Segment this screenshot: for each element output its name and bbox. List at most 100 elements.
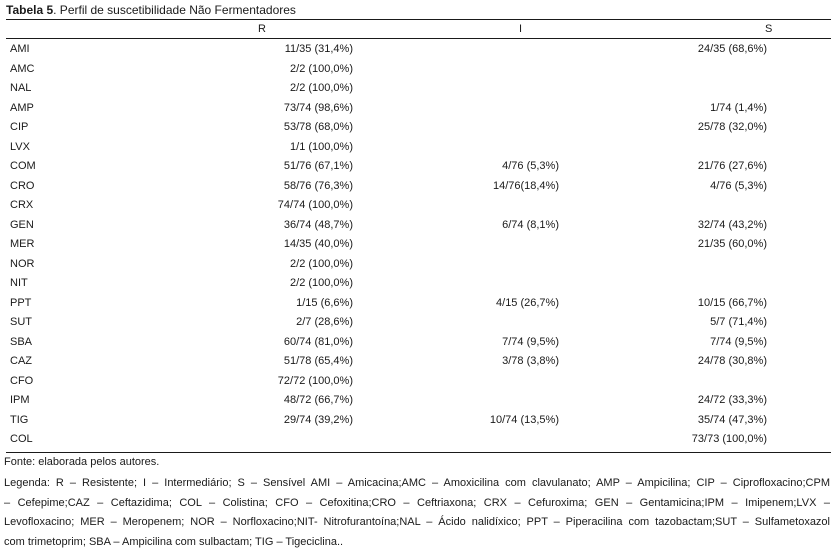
top-rule [6,19,831,20]
table-row: TIG 29/74 (39,2%) 10/74 (13,5%) 35/74 (47,3… [6,411,831,431]
antibiotic-cell: MER [10,238,35,250]
table-row: SBA 60/74 (81,0%) 7/74 (9,5%) 7/74 (9,5%) [6,333,831,353]
table-row: AMC 2/2 (100,0%) [6,60,831,80]
header-s: S [765,23,773,35]
resistant-cell: 53/78 (68,0%) [283,121,353,133]
sensitive-cell: 5/7 (71,4%) [710,316,767,328]
table-row: NOR 2/2 (100,0%) [6,255,831,275]
antibiotic-cell: AMC [10,62,35,75]
antibiotic-cell: COL [10,433,33,445]
table-row: COM 51/76 (67,1%) 4/76 (5,3%) 21/76 (27,6%) [6,157,831,177]
table-row: AMP 73/74 (98,6%) 1/74 (1,4%) [6,99,831,119]
table-row: CRO 58/76 (76,3%) 14/76(18,4%) 4/76 (5,3%) [6,177,831,197]
table-row: CAZ 51/78 (65,4%) 3/78 (3,8%) 24/78 (30,8%) [6,352,831,372]
table-row: NAL 2/2 (100,0%) [6,79,831,99]
table-row: CIP 53/78 (68,0%) 25/78 (32,0%) [6,118,831,138]
intermediate-cell: 6/74 (8,1%) [502,218,559,231]
resistant-cell: 14/35 (40,0%) [283,238,353,250]
resistant-cell: 1/15 (6,6%) [296,296,353,309]
sensitive-cell: 24/72 (33,3%) [697,394,767,406]
table-source: Fonte: elaborada pelos autores. [4,456,160,468]
sensitive-cell: 4/76 (5,3%) [710,179,767,192]
header-i: I [519,23,523,35]
resistant-cell: 2/7 (28,6%) [296,316,353,328]
resistant-cell: 36/74 (48,7%) [283,218,353,231]
sensitive-cell: 24/78 (30,8%) [697,355,767,367]
resistant-cell: 2/2 (100,0%) [290,277,353,289]
resistant-cell: 29/74 (39,2%) [283,413,353,426]
antibiotic-cell: SBA [10,335,33,348]
resistant-cell: 73/74 (98,6%) [283,101,353,114]
table-label: Tabela 5 [6,3,54,17]
table-row: SUT 2/7 (28,6%) 5/7 (71,4%) [6,313,831,333]
resistant-cell: 1/1 (100,0%) [290,140,353,153]
antibiotic-cell: AMI [10,43,30,55]
antibiotic-cell: CRX [10,199,34,211]
intermediate-cell: 4/76 (5,3%) [502,160,559,172]
antibiotic-cell: LVX [10,140,30,153]
table-row: CRX 74/74 (100,0%) [6,196,831,216]
sensitive-cell: 1/74 (1,4%) [710,101,767,114]
resistant-cell: 51/76 (67,1%) [283,160,353,172]
intermediate-cell: 7/74 (9,5%) [502,335,559,348]
table-row: LVX 1/1 (100,0%) [6,138,831,158]
sensitive-cell: 21/76 (27,6%) [697,160,767,172]
intermediate-cell: 4/15 (26,7%) [496,296,559,309]
table-row: PPT 1/15 (6,6%) 4/15 (26,7%) 10/15 (66,7%) [6,294,831,314]
antibiotic-cell: CRO [10,179,35,192]
legend-line: com trimetoprim; SBA – Ampicilina com su… [4,535,344,548]
antibiotic-cell: AMP [10,101,34,114]
table-row: MER 14/35 (40,0%) 21/35 (60,0%) [6,235,831,255]
intermediate-cell: 14/76(18,4%) [492,179,559,192]
resistant-cell: 2/2 (100,0%) [290,62,353,75]
sensitive-cell: 10/15 (66,7%) [697,296,767,309]
antibiotic-cell: IPM [10,394,30,406]
intermediate-cell: 10/74 (13,5%) [489,413,559,426]
sensitive-cell: 73/73 (100,0%) [691,433,767,445]
table-row: NIT 2/2 (100,0%) [6,274,831,294]
antibiotic-cell: SUT [10,316,32,328]
antibiotic-cell: COM [10,160,36,172]
sensitive-cell: 32/74 (43,2%) [697,218,767,231]
table-row: CFO 72/72 (100,0%) [6,372,831,392]
bottom-rule [6,452,831,453]
table-row: GEN 36/74 (48,7%) 6/74 (8,1%) 32/74 (43,2%) [6,216,831,236]
sensitive-cell: 24/35 (68,6%) [697,43,767,55]
resistant-cell: 60/74 (81,0%) [283,335,353,348]
table-title: Tabela 5. Perfil de suscetibilidade Não … [6,3,296,17]
antibiotic-cell: CIP [10,121,29,133]
antibiotic-cell: NIT [10,277,28,289]
resistant-cell: 2/2 (100,0%) [290,82,353,94]
sensitive-cell: 35/74 (47,3%) [697,413,767,426]
legend-line: Legenda: R – Resistente; I – Intermediár… [4,477,830,489]
table-legend: Legenda: R – Resistente; I – Intermediár… [4,474,830,552]
resistant-cell: 51/78 (65,4%) [283,355,353,367]
intermediate-cell: 3/78 (3,8%) [502,355,559,367]
resistant-cell: 58/76 (76,3%) [283,179,353,192]
header-rule [6,38,831,39]
header-r: R [258,23,266,35]
resistant-cell: 74/74 (100,0%) [277,199,353,211]
legend-line: – Cefepime;CAZ – Ceftazidima; COL – Coli… [4,496,830,509]
resistant-cell: 11/35 (31,4%) [284,43,353,55]
antibiotic-cell: GEN [10,218,34,231]
antibiotic-cell: TIG [10,413,29,426]
antibiotic-cell: CFO [10,374,34,387]
table-body: AMI 11/35 (31,4%) 24/35 (68,6%) AMC 2/2 (100… [6,40,831,450]
table-row: AMI 11/35 (31,4%) 24/35 (68,6%) [6,40,831,60]
resistant-cell: 72/72 (100,0%) [277,374,353,387]
resistant-cell: 48/72 (66,7%) [283,394,353,406]
table-row: IPM 48/72 (66,7%) 24/72 (33,3%) [6,391,831,411]
antibiotic-cell: NOR [10,257,35,270]
antibiotic-cell: CAZ [10,355,32,367]
table-caption: . Perfil de suscetibilidade Não Fermenta… [53,3,296,17]
resistant-cell: 2/2 (100,0%) [290,257,353,270]
sensitive-cell: 7/74 (9,5%) [710,335,767,348]
antibiotic-cell: PPT [10,296,32,309]
sensitive-cell: 21/35 (60,0%) [697,238,767,250]
sensitive-cell: 25/78 (32,0%) [697,121,767,133]
legend-line: Levofloxacino; MER – Meropenem; NOR – No… [4,516,830,528]
antibiotic-cell: NAL [10,82,32,94]
table-row: COL 73/73 (100,0%) [6,430,831,450]
